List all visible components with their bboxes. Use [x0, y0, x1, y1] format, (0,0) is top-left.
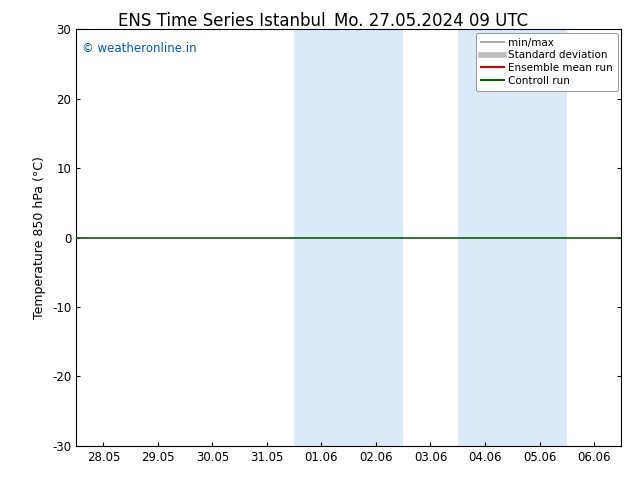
Bar: [458, 29, 567, 446]
Text: Mo. 27.05.2024 09 UTC: Mo. 27.05.2024 09 UTC: [334, 12, 528, 30]
Bar: [294, 29, 403, 446]
Y-axis label: Temperature 850 hPa (°C): Temperature 850 hPa (°C): [34, 156, 46, 319]
Text: © weatheronline.in: © weatheronline.in: [82, 42, 196, 55]
Text: ENS Time Series Istanbul: ENS Time Series Istanbul: [118, 12, 326, 30]
Legend: min/max, Standard deviation, Ensemble mean run, Controll run: min/max, Standard deviation, Ensemble me…: [476, 32, 618, 91]
